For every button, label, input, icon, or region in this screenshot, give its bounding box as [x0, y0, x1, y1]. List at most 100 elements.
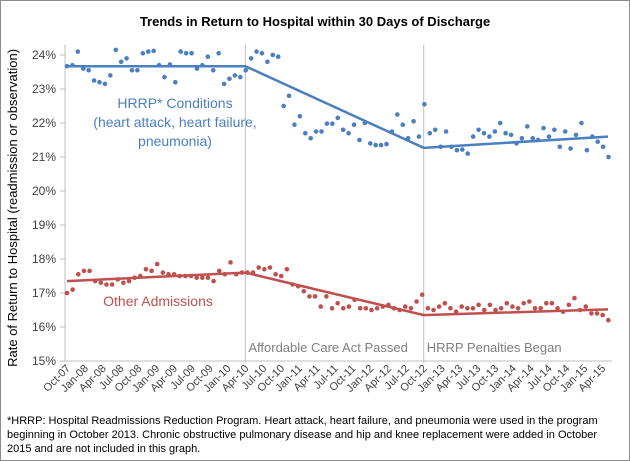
y-tick-label: 20% [32, 184, 56, 198]
data-point [476, 127, 481, 133]
data-point [566, 302, 572, 308]
data-point [498, 306, 504, 311]
data-point [606, 317, 611, 323]
y-tick-label: 18% [32, 252, 56, 266]
data-point [508, 132, 514, 138]
data-point [436, 304, 442, 309]
data-point [135, 68, 140, 73]
data-point [532, 306, 538, 311]
data-point [262, 266, 267, 272]
data-point [102, 81, 108, 87]
data-point [515, 306, 521, 311]
data-point [286, 93, 292, 99]
data-point [395, 112, 400, 117]
data-point [330, 121, 335, 126]
data-point [248, 56, 254, 61]
data-point [160, 270, 166, 275]
data-point [606, 154, 611, 160]
data-point [600, 312, 605, 318]
data-point [487, 134, 492, 139]
data-point [308, 136, 313, 141]
data-point [75, 272, 81, 277]
data-point [414, 299, 419, 304]
data-point [297, 113, 303, 119]
data-point [346, 304, 352, 309]
data-point [487, 302, 493, 308]
data-point [189, 51, 194, 56]
data-point [527, 299, 532, 304]
data-point [416, 134, 422, 139]
data-point [357, 137, 362, 143]
data-point [497, 120, 503, 126]
data-point [492, 129, 498, 134]
data-point [600, 144, 606, 150]
data-point [555, 306, 560, 311]
y-tick-label: 19% [32, 218, 56, 232]
data-point [357, 306, 363, 311]
data-point [312, 294, 318, 299]
data-point [143, 266, 149, 272]
data-point [408, 306, 414, 311]
series-label: (heart attack, heart failure, [93, 114, 256, 130]
data-point [411, 119, 416, 124]
event-label: HRRP Penalties Began [427, 340, 562, 355]
data-point [64, 290, 70, 296]
data-point [81, 268, 87, 274]
data-point [319, 129, 324, 134]
data-point [374, 306, 380, 311]
data-point [313, 129, 319, 134]
data-point [422, 102, 427, 107]
data-point [403, 304, 408, 309]
data-point [419, 292, 425, 298]
data-point [442, 300, 448, 306]
data-point [118, 59, 124, 65]
data-point [568, 146, 573, 151]
data-point [470, 306, 476, 311]
data-point [530, 136, 536, 141]
data-point [367, 141, 373, 146]
data-point [265, 59, 270, 65]
data-point [481, 130, 487, 136]
data-point [378, 142, 384, 148]
data-point [595, 139, 600, 144]
data-point [216, 268, 222, 274]
data-point [129, 68, 135, 73]
data-point [113, 47, 119, 53]
data-point [301, 289, 307, 294]
data-point [346, 130, 351, 136]
data-point [178, 49, 184, 54]
data-point [541, 125, 546, 131]
data-point [329, 306, 335, 311]
data-point [183, 51, 189, 56]
data-point [221, 81, 227, 87]
data-point [589, 311, 594, 316]
series-label: pneumonia) [138, 133, 212, 149]
data-point [493, 307, 498, 313]
data-point [562, 129, 568, 134]
data-point [254, 49, 259, 54]
data-point [200, 275, 205, 281]
data-point [70, 287, 75, 292]
data-point [448, 306, 453, 311]
data-point [87, 268, 92, 274]
data-point [75, 49, 81, 54]
data-point [476, 302, 481, 308]
data-point [210, 68, 216, 73]
data-point [543, 300, 549, 306]
data-point [273, 272, 278, 277]
data-point [227, 76, 232, 82]
data-point [140, 51, 146, 56]
data-point [98, 280, 104, 286]
data-point [552, 127, 557, 133]
data-point [324, 121, 330, 126]
data-point [335, 115, 341, 121]
data-point [275, 54, 281, 59]
data-point [373, 142, 378, 148]
data-point [173, 79, 178, 85]
data-point [216, 51, 221, 56]
trend-line [66, 271, 609, 317]
data-point [425, 306, 431, 311]
data-point [431, 307, 436, 313]
data-point [256, 265, 262, 270]
